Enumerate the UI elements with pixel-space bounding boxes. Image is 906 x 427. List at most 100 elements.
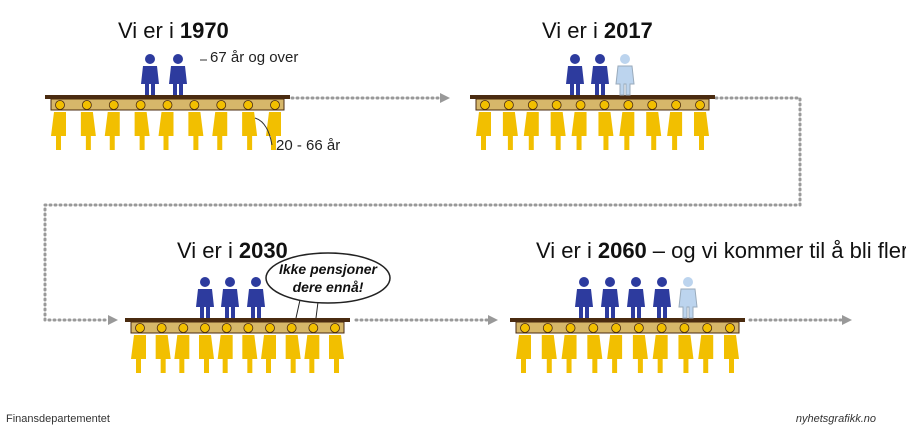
worker-head bbox=[589, 324, 598, 333]
worker-body bbox=[619, 112, 634, 150]
worker-head bbox=[217, 101, 226, 110]
elder-head bbox=[657, 277, 667, 287]
worker-body bbox=[156, 335, 171, 373]
worker-body bbox=[542, 335, 557, 373]
worker-head bbox=[222, 324, 231, 333]
elder-body bbox=[679, 289, 697, 318]
worker-head bbox=[726, 324, 735, 333]
bubble-line: Ikke pensjoner bbox=[279, 261, 379, 277]
worker-body bbox=[174, 335, 189, 373]
worker-head bbox=[136, 101, 145, 110]
worker-head bbox=[287, 324, 296, 333]
title-prefix: Vi er i bbox=[118, 18, 174, 43]
elder-head bbox=[200, 277, 210, 287]
workers-label: 20 - 66 år bbox=[276, 137, 340, 154]
elder-body bbox=[169, 66, 187, 95]
worker-body bbox=[199, 335, 214, 373]
worker-head bbox=[703, 324, 712, 333]
elder-body bbox=[141, 66, 159, 95]
worker-body bbox=[476, 112, 491, 150]
worker-body bbox=[304, 335, 319, 373]
worker-head bbox=[672, 101, 681, 110]
elder-head bbox=[620, 54, 630, 64]
worker-head bbox=[552, 101, 561, 110]
worker-head bbox=[648, 101, 657, 110]
title-prefix: Vi er i bbox=[177, 238, 233, 263]
worker-body bbox=[135, 112, 150, 150]
worker-body bbox=[572, 112, 587, 150]
title-prefix: Vi er i bbox=[536, 238, 592, 263]
elder-body bbox=[627, 289, 645, 318]
table-top bbox=[45, 95, 290, 99]
panel-title: Vi er i2030 bbox=[177, 238, 288, 263]
elder-body bbox=[601, 289, 619, 318]
worker-body bbox=[646, 112, 661, 150]
worker-body bbox=[218, 335, 233, 373]
worker-body bbox=[524, 112, 539, 150]
worker-body bbox=[261, 335, 276, 373]
worker-head bbox=[600, 101, 609, 110]
worker-head bbox=[244, 324, 253, 333]
worker-body bbox=[694, 112, 709, 150]
worker-head bbox=[179, 324, 188, 333]
elder-body bbox=[591, 66, 609, 95]
worker-body bbox=[159, 112, 174, 150]
worker-head bbox=[56, 101, 65, 110]
worker-head bbox=[680, 324, 689, 333]
worker-head bbox=[331, 324, 340, 333]
worker-head bbox=[244, 101, 253, 110]
worker-body bbox=[81, 112, 96, 150]
worker-body bbox=[724, 335, 739, 373]
elder-head bbox=[145, 54, 155, 64]
worker-head bbox=[271, 101, 280, 110]
worker-body bbox=[242, 112, 257, 150]
worker-body bbox=[607, 335, 622, 373]
worker-head bbox=[201, 324, 210, 333]
worker-body bbox=[698, 335, 713, 373]
title-year: 2030 bbox=[239, 238, 288, 263]
worker-head bbox=[266, 324, 275, 333]
worker-head bbox=[528, 101, 537, 110]
elder-head bbox=[225, 277, 235, 287]
elder-body bbox=[566, 66, 584, 95]
elder-head bbox=[595, 54, 605, 64]
elder-head bbox=[173, 54, 183, 64]
figures bbox=[45, 54, 745, 373]
worker-head bbox=[309, 324, 318, 333]
worker-head bbox=[624, 101, 633, 110]
worker-body bbox=[562, 335, 577, 373]
worker-body bbox=[286, 335, 301, 373]
elder-body bbox=[653, 289, 671, 318]
bubble-line: dere ennå! bbox=[293, 279, 364, 295]
worker-body bbox=[653, 335, 668, 373]
worker-body bbox=[329, 335, 344, 373]
title-year: 1970 bbox=[180, 18, 229, 43]
elder-head bbox=[251, 277, 261, 287]
worker-head bbox=[109, 101, 118, 110]
elder-body bbox=[196, 289, 214, 318]
worker-head bbox=[696, 101, 705, 110]
worker-body bbox=[188, 112, 203, 150]
elder-head bbox=[570, 54, 580, 64]
elder-head bbox=[631, 277, 641, 287]
worker-body bbox=[598, 112, 613, 150]
elder-body bbox=[575, 289, 593, 318]
worker-head bbox=[163, 101, 172, 110]
worker-body bbox=[51, 112, 66, 150]
worker-head bbox=[566, 324, 575, 333]
elderly-label: 67 år og over bbox=[210, 49, 298, 66]
credit: nyhetsgrafikk.no bbox=[796, 413, 876, 425]
title-year: 2017 bbox=[604, 18, 653, 43]
worker-head bbox=[481, 101, 490, 110]
worker-head bbox=[657, 324, 666, 333]
elder-body bbox=[221, 289, 239, 318]
worker-head bbox=[136, 324, 145, 333]
worker-body bbox=[131, 335, 146, 373]
table-top bbox=[470, 95, 715, 99]
worker-body bbox=[633, 335, 648, 373]
worker-head bbox=[576, 101, 585, 110]
worker-body bbox=[242, 335, 257, 373]
source: Finansdepartementet bbox=[6, 413, 110, 425]
